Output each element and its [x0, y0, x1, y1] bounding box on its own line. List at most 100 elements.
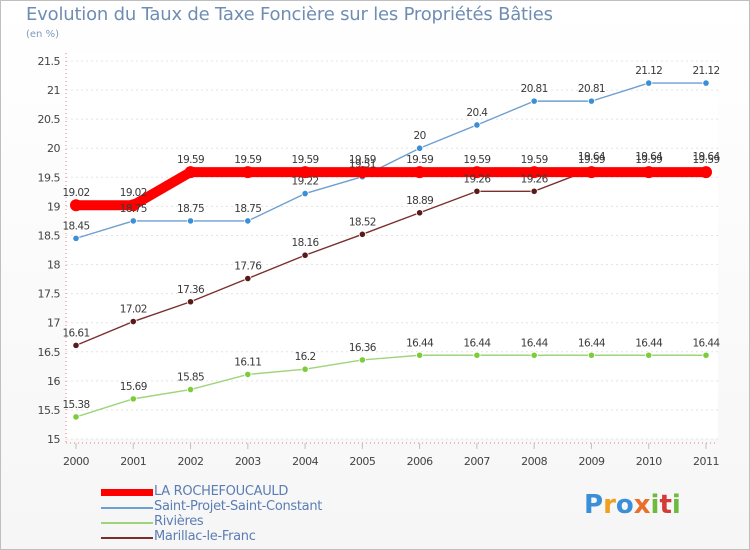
y-tick-label: 17 [47, 317, 60, 330]
logo-letter: i [671, 490, 681, 520]
x-tick-label: 2000 [63, 455, 89, 468]
x-tick-label: 2002 [178, 455, 204, 468]
data-point [70, 199, 82, 212]
data-label: 21.12 [635, 65, 662, 77]
data-point [72, 341, 80, 349]
data-point [299, 166, 312, 179]
legend-swatch-marillac [101, 537, 153, 539]
data-label: 18.75 [177, 203, 204, 215]
x-tick-label: 2003 [235, 455, 261, 468]
data-label: 19.59 [234, 154, 261, 166]
x-tick-label: 2006 [407, 455, 433, 468]
data-label: 17.36 [177, 284, 205, 296]
data-point [587, 97, 596, 105]
data-label: 18.52 [349, 216, 376, 228]
x-tick-label: 2008 [521, 455, 547, 468]
data-label: 19.59 [692, 154, 719, 166]
x-tick-label: 2010 [636, 455, 662, 468]
data-point [358, 230, 366, 238]
data-point [700, 166, 712, 179]
data-label: 20.4 [466, 107, 488, 119]
data-label: 21.12 [692, 65, 719, 77]
data-label: 19.02 [120, 187, 147, 199]
y-tick-label: 19 [47, 200, 60, 213]
data-point [642, 166, 655, 179]
y-tick-label: 17.5 [38, 288, 61, 301]
chart-title: Evolution du Taux de Taxe Foncière sur l… [26, 4, 553, 25]
y-tick-label: 16 [47, 375, 60, 388]
data-label: 19.22 [292, 176, 319, 188]
data-point [530, 97, 538, 105]
data-point [413, 166, 426, 179]
data-point [301, 251, 309, 259]
data-label: 19.26 [521, 173, 549, 185]
data-label: 19.59 [635, 154, 662, 166]
data-label: 19.59 [406, 154, 433, 166]
x-tick-label: 2004 [292, 455, 318, 468]
data-point [702, 79, 710, 87]
data-point [186, 217, 195, 225]
data-point [186, 298, 195, 306]
data-point [645, 351, 653, 359]
y-tick-label: 21.5 [38, 55, 61, 68]
y-tick-label: 21 [47, 84, 60, 97]
data-label: 15.38 [62, 399, 89, 411]
logo-letter: r [603, 490, 616, 520]
data-label: 19.59 [292, 154, 319, 166]
data-label: 20 [414, 130, 426, 142]
legend-label-la-rochefoucauld: LA ROCHEFOUCAULD [154, 484, 289, 499]
data-point [184, 166, 197, 179]
logo-letter: i [650, 490, 660, 520]
y-tick-label: 18.5 [38, 229, 61, 242]
data-label: 16.44 [521, 337, 549, 349]
data-label: 18.45 [62, 220, 89, 232]
x-tick-label: 2009 [578, 455, 604, 468]
y-axis-unit-label: (en %) [26, 29, 59, 40]
data-point [244, 370, 252, 379]
legend-label-saint-projet: Saint-Projet-Saint-Constant [154, 499, 323, 514]
series-line-1 [75, 354, 707, 418]
y-tick-label: 19.5 [38, 171, 61, 184]
y-tick-label: 18 [47, 259, 60, 272]
x-tick-label: 2007 [464, 455, 490, 468]
data-point [244, 274, 252, 283]
data-label: 18.89 [406, 195, 433, 207]
logo-letter: o [615, 490, 634, 520]
y-tick-label: 16.5 [38, 346, 61, 359]
data-point [473, 187, 481, 195]
data-point [301, 189, 309, 198]
data-point [186, 385, 195, 394]
data-label: 19.59 [578, 154, 605, 166]
data-point [72, 234, 80, 242]
logo-letter: P [584, 490, 604, 520]
series-line-0 [75, 82, 707, 240]
legend-swatch-rivieres [101, 522, 153, 524]
data-label: 17.76 [234, 260, 262, 272]
data-label: 16.61 [62, 327, 89, 339]
data-label: 19.51 [349, 159, 376, 171]
data-point [473, 121, 481, 129]
data-label: 20.81 [521, 83, 548, 95]
data-label: 16.44 [635, 337, 663, 349]
data-label: 16.44 [463, 337, 491, 349]
x-tick-label: 2001 [120, 455, 146, 468]
data-point [528, 166, 541, 179]
data-label: 19.64 [635, 151, 663, 163]
x-tick-label: 2005 [349, 455, 375, 468]
data-point [241, 166, 254, 179]
data-point [129, 217, 137, 225]
legend-swatch-la-rochefoucauld [101, 489, 153, 496]
logo-letter: t [659, 490, 672, 520]
data-point [702, 351, 710, 359]
data-label: 15.69 [120, 381, 147, 393]
data-point [470, 166, 483, 179]
data-label: 16.44 [406, 337, 434, 349]
plot-area [66, 53, 718, 439]
data-label: 16.2 [295, 351, 316, 363]
data-label: 19.59 [521, 154, 548, 166]
data-label: 16.44 [578, 337, 606, 349]
data-point [127, 199, 140, 212]
data-label: 15.85 [177, 372, 204, 384]
data-label: 18.16 [292, 237, 320, 249]
